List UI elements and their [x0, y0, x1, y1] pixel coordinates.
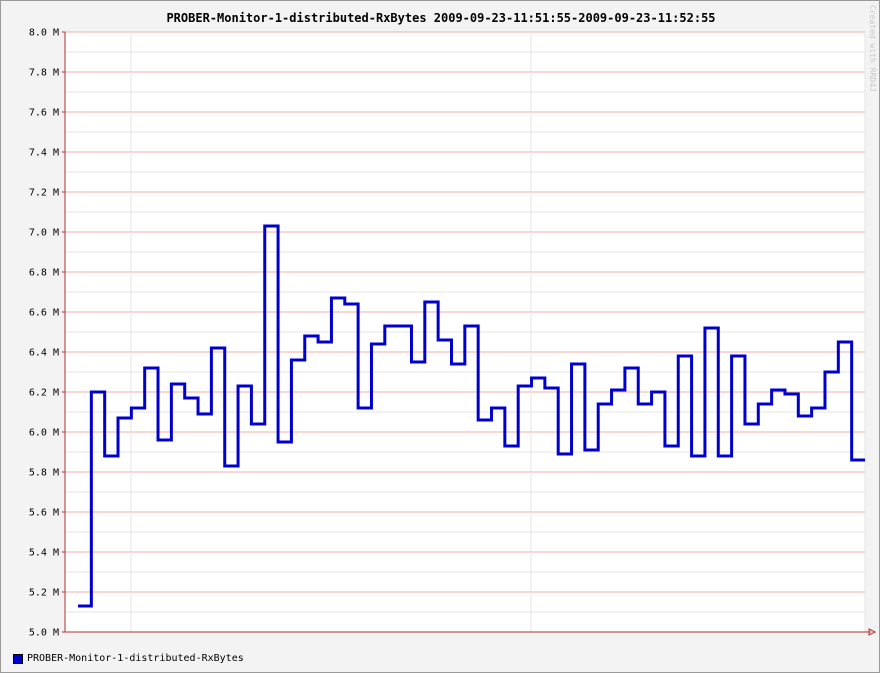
y-tick-label: 7.4 M	[29, 148, 59, 159]
y-tick-label: 7.6 M	[29, 108, 59, 119]
y-tick-label: 6.4 M	[29, 348, 59, 359]
chart-title: PROBER-Monitor-1-distributed-RxBytes 200…	[166, 11, 716, 25]
y-tick-label: 8.0 M	[29, 28, 59, 39]
y-tick-label: 7.2 M	[29, 188, 59, 199]
series-line-rxbytes	[78, 224, 865, 608]
y-tick-label: 5.8 M	[29, 468, 59, 479]
watermark: Created with RRD4J	[868, 5, 877, 92]
y-tick-label: 5.2 M	[29, 588, 59, 599]
legend-label: PROBER-Monitor-1-distributed-RxBytes	[27, 653, 244, 664]
x-axis-arrow	[868, 628, 877, 636]
legend: PROBER-Monitor-1-distributed-RxBytes	[13, 653, 244, 664]
legend-swatch	[13, 653, 23, 664]
y-tick-label: 5.6 M	[29, 508, 59, 519]
y-tick-label: 6.0 M	[29, 428, 59, 439]
y-tick-label: 6.6 M	[29, 308, 59, 319]
y-tick-label: 6.2 M	[29, 388, 59, 399]
y-tick-label: 5.0 M	[29, 628, 59, 639]
y-tick-label: 5.4 M	[29, 548, 59, 559]
y-tick-label: 7.8 M	[29, 68, 59, 79]
y-tick-label: 7.0 M	[29, 228, 59, 239]
y-tick-label: 6.8 M	[29, 268, 59, 279]
